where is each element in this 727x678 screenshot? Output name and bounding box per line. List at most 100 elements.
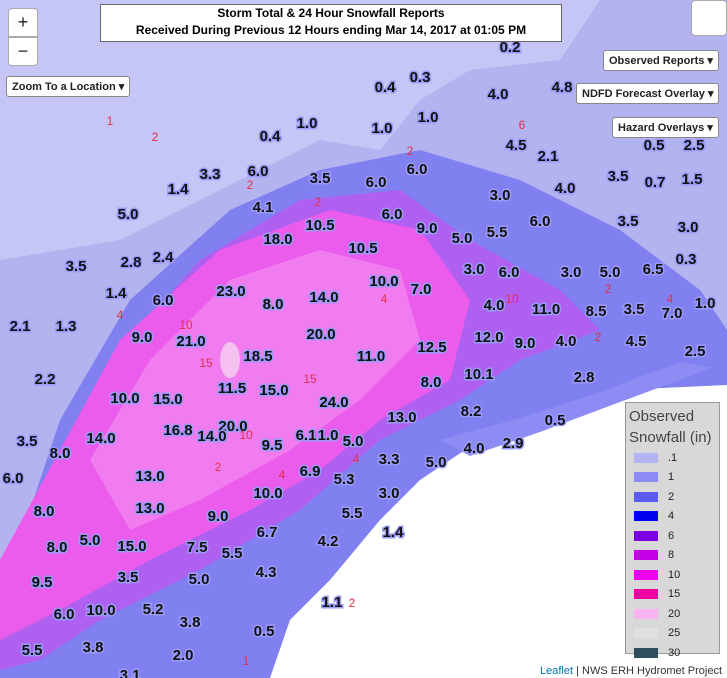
contour-label: 1 [107,114,114,128]
layers-button[interactable] [691,0,727,36]
snowfall-label: 8.0 [263,296,284,313]
snowfall-label: 6.0 [366,174,387,191]
legend-label: 6 [668,529,675,542]
snowfall-label: 1.0 [695,295,716,312]
snowfall-label: 6.0 [54,606,75,623]
snowfall-label: 7.5 [187,539,208,556]
leaflet-link[interactable]: Leaflet [540,665,574,677]
snowfall-label: 3.8 [180,614,201,631]
snowfall-label: 6.1 [296,427,317,444]
title: Storm Total & 24 Hour Snowfall Reports [217,6,445,20]
snowfall-label: 9.0 [132,329,153,346]
zoom-out[interactable]: − [8,37,38,66]
snowfall-label: 8.0 [421,374,442,391]
contour-label: 10 [239,428,253,442]
snowfall-label: 1.0 [418,109,439,126]
contour-label: 2 [215,460,222,474]
snowfall-label: 6.0 [153,292,174,309]
legend-label: .1 [668,451,678,464]
snowfall-label: 3.5 [118,569,139,586]
snowfall-label: 5.0 [452,230,473,247]
snowfall-label: 14.0 [309,289,338,306]
legend-label: 2 [668,490,675,503]
snowfall-label: 3.0 [490,187,511,204]
snowfall-label: 8.0 [47,539,68,556]
snowfall-label: 6.0 [530,213,551,230]
zoom-location-button[interactable]: Zoom To a Location ▾ [6,76,131,97]
snowfall-label: 3.1 [120,667,141,678]
snowfall-label: 13.0 [135,500,164,517]
snowfall-label: 9.0 [417,220,438,237]
snowfall-label: 10.1 [464,366,493,383]
snowfall-label: 4.0 [464,440,485,457]
legend-entry: 20 [634,604,719,624]
legend-entry: 25 [634,624,719,644]
snowfall-label: 6.0 [3,470,24,487]
snowfall-label: 2.4 [153,249,175,266]
ndfd-button[interactable]: NDFD Forecast Overlay ▾ [576,83,720,104]
legend-label: 10 [668,568,681,581]
snowfall-label: 15.0 [117,538,146,555]
snowfall-label: 3.5 [17,433,38,450]
snowfall-label: 2.1 [538,148,559,165]
contour-label: 4 [667,292,674,306]
snowfall-label: 2.8 [574,369,595,386]
snowfall-label: 5.0 [118,206,139,223]
snowfall-label: 24.0 [319,394,348,411]
snowfall-label: 11.0 [532,301,560,318]
title-box: Storm Total & 24 Hour Snowfall Reports R… [100,4,562,42]
contour-label: 10 [505,292,519,306]
snowfall-label: 6.0 [382,206,403,223]
snowfall-label: 1.4 [383,524,405,541]
snowfall-label: 2.5 [685,343,706,360]
contour-label: 6 [519,118,526,132]
hazard-button[interactable]: Hazard Overlays ▾ [612,117,719,138]
snowfall-label: 8.0 [50,445,71,462]
snowfall-label: 20.0 [218,418,247,435]
contour-label: 2 [595,330,602,344]
snowfall-label: 3.0 [561,264,582,281]
button-label: Observed Reports [609,55,705,67]
snowfall-label: 8.0 [34,503,55,520]
snowfall-label: 10.5 [305,217,334,234]
contour-label: 15 [303,372,317,386]
snowfall-label: 4.8 [552,79,573,96]
legend-label: 8 [668,549,675,562]
legend-swatch [634,628,658,639]
legend-label: 15 [668,588,681,601]
snowfall-label: 0.2 [500,39,521,56]
ocean [270,385,727,678]
snowfall-label: 4.3 [256,564,277,581]
legend-title: Observed Snowfall (in) [626,403,719,448]
snowfall-label: 10.0 [369,273,398,290]
snowfall-label: 14.0 [197,428,226,445]
attribution-text: | NWS ERH Hydromet Project [576,665,722,677]
snowfall-label: 3.5 [624,301,645,318]
legend-label: 4 [668,510,675,523]
snowfall-label: 5.3 [334,471,355,488]
contour-label: 2 [605,282,612,296]
snowfall-label: 0.4 [260,128,282,145]
legend-swatch [634,647,658,658]
legend-swatch [634,608,658,619]
snowfall-label: 8.2 [461,403,482,420]
snowfall-label: 1.5 [682,171,703,188]
snowfall-label: 3.5 [66,258,87,275]
snowfall-label: 4.5 [626,333,647,350]
snowfall-label: 3.5 [310,170,331,187]
snowfall-label: 0.5 [545,412,566,429]
legend-label: 30 [668,646,681,659]
observed-button[interactable]: Observed Reports ▾ [603,50,719,71]
button-label: NDFD Forecast Overlay [582,88,705,100]
snowfall-label: 0.5 [644,137,665,154]
snowfall-label: 5.0 [343,433,364,450]
snowfall-label: 2.2 [35,371,56,388]
legend-entry: 30 [634,643,719,663]
contour-label: 15 [199,356,213,370]
snowfall-label: 0.3 [410,69,431,86]
legend-swatch [634,569,658,580]
zoom-in[interactable]: + [8,8,38,37]
snowfall-label: 23.0 [216,283,245,300]
snowfall-label: 1.1 [322,594,343,611]
